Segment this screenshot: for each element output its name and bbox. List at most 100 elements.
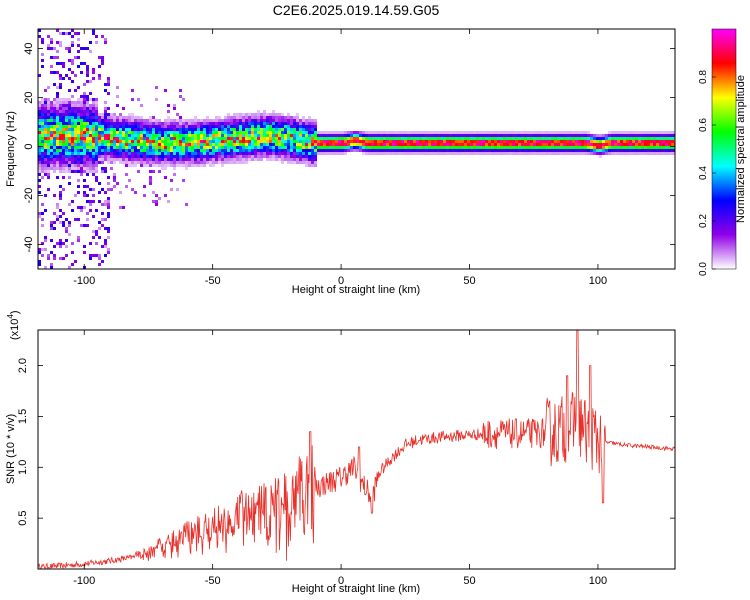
spectrogram-cell <box>395 143 398 146</box>
spectrogram-cell <box>626 146 629 149</box>
spectrogram-cell <box>413 149 416 152</box>
spectrogram-cell <box>38 119 41 122</box>
spectrogram-cell <box>167 110 170 113</box>
spectrogram-cell <box>101 260 104 263</box>
spectrogram-cell <box>257 149 260 152</box>
spectrogram-cell <box>98 254 101 257</box>
spectrogram-cell <box>173 134 176 137</box>
spectrogram-cell <box>524 146 527 149</box>
spectrogram-cell <box>170 131 173 134</box>
spectrogram-cell <box>179 152 182 155</box>
spectrogram-cell <box>377 143 380 146</box>
spectrogram-cell <box>404 137 407 140</box>
spectrogram-cell <box>41 131 44 134</box>
spectrogram-cell <box>218 131 221 134</box>
spectrogram-cell <box>377 149 380 152</box>
spectrogram-cell <box>446 137 449 140</box>
spectrogram-cell <box>92 101 95 104</box>
spectrogram-cell <box>140 143 143 146</box>
spectrogram-cell <box>44 209 47 212</box>
spectrogram-cell <box>92 146 95 149</box>
spectrogram-cell <box>62 188 65 191</box>
spectrogram-cell <box>533 143 536 146</box>
spectrogram-cell <box>401 149 404 152</box>
spectrogram-cell <box>119 152 122 155</box>
spectrogram-cell <box>362 149 365 152</box>
spectrogram-cell <box>194 119 197 122</box>
spectrogram-cell <box>302 152 305 155</box>
spectrogram-cell <box>614 143 617 146</box>
spectrogram-cell <box>206 140 209 143</box>
spectrogram-cell <box>665 134 668 137</box>
spectrogram-cell <box>83 206 86 209</box>
spectrogram-cell <box>593 143 596 146</box>
spectrogram-cell <box>122 107 125 110</box>
spectrogram-cell <box>194 140 197 143</box>
spectrogram-cell <box>68 143 71 146</box>
spectrogram-cell <box>545 137 548 140</box>
spectrogram-cell <box>116 119 119 122</box>
spectrogram-cell <box>86 140 89 143</box>
spectrogram-cell <box>41 155 44 158</box>
spectrogram-cell <box>89 128 92 131</box>
spectrogram-cell <box>41 41 44 44</box>
spectrogram-cell <box>236 158 239 161</box>
spectrogram-cell <box>125 116 128 119</box>
spectrogram-cell <box>419 137 422 140</box>
spectrogram-cell <box>101 59 104 62</box>
spectrogram-cell <box>113 116 116 119</box>
spectrogram-cell <box>230 119 233 122</box>
spectrogram-cell <box>395 152 398 155</box>
spectrogram-cell <box>521 134 524 137</box>
spectrogram-cell <box>425 143 428 146</box>
spectrogram-cell <box>632 137 635 140</box>
spectrogram-cell <box>95 209 98 212</box>
spectrogram-cell <box>59 104 62 107</box>
spectrogram-cell <box>386 137 389 140</box>
spectrogram-cell <box>194 143 197 146</box>
spectrogram-cell <box>386 134 389 137</box>
spectrogram-cell <box>629 149 632 152</box>
spectrogram-cell <box>89 116 92 119</box>
spectrogram-cell <box>644 137 647 140</box>
spectrogram-cell <box>134 149 137 152</box>
spectrogram-cell <box>86 137 89 140</box>
spectrogram-cell <box>71 149 74 152</box>
spectrogram-cell <box>50 266 53 269</box>
spectrogram-cell <box>101 119 104 122</box>
spectrogram-cell <box>47 128 50 131</box>
spectrogram-cell <box>305 155 308 158</box>
spectrogram-cell <box>143 128 146 131</box>
spectrogram-cell <box>296 131 299 134</box>
spectrogram-cell <box>164 125 167 128</box>
spectrogram-cell <box>242 140 245 143</box>
spectrogram-cell <box>155 161 158 164</box>
spectrogram-cell <box>47 158 50 161</box>
spectrogram-cell <box>566 140 569 143</box>
spectrogram-cell <box>107 119 110 122</box>
spectrogram-cell <box>53 122 56 125</box>
spectrogram-cell <box>242 155 245 158</box>
spectrogram-cell <box>470 149 473 152</box>
spectrogram-cell <box>182 152 185 155</box>
spectrogram-cell <box>71 101 74 104</box>
spectrogram-cell <box>188 122 191 125</box>
spectrogram-cell <box>50 146 53 149</box>
spectrogram-frame <box>37 28 676 270</box>
spectrogram-cell <box>77 116 80 119</box>
spectrogram-cell <box>566 134 569 137</box>
spectrogram-cell <box>644 143 647 146</box>
spectrogram-cell <box>260 125 263 128</box>
spectrogram-cell <box>62 149 65 152</box>
spectrogram-cell <box>236 128 239 131</box>
spectrogram-cell <box>89 80 92 83</box>
spectrogram-cell <box>98 122 101 125</box>
spectrogram-cell <box>50 131 53 134</box>
spectrogram-cell <box>44 167 47 170</box>
spectrogram-cell <box>38 146 41 149</box>
spectrogram-cell <box>329 146 332 149</box>
spectrogram-cell <box>335 146 338 149</box>
spectrogram-cell <box>128 125 131 128</box>
spectrogram-cell <box>149 125 152 128</box>
spectrogram-cell <box>89 242 92 245</box>
